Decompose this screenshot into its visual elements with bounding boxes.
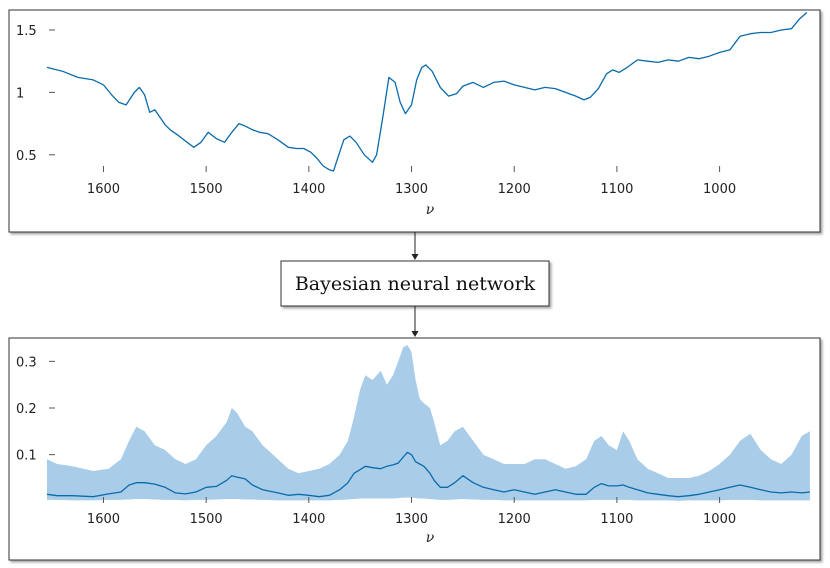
x-tick-label: 1100	[600, 512, 633, 527]
x-tick-label: 1500	[190, 512, 223, 527]
x-tick-label: 1000	[703, 512, 736, 527]
input-spectrum-xlabel: ν	[426, 202, 435, 218]
x-tick-label: 1600	[87, 182, 120, 197]
x-tick-label: 1500	[190, 182, 223, 197]
arrow-to-network-head	[411, 254, 419, 260]
x-tick-label: 1200	[498, 182, 531, 197]
output-spectrum-plot	[46, 345, 810, 501]
x-tick-label: 1100	[600, 182, 633, 197]
x-tick-label: 1200	[498, 512, 531, 527]
y-tick-label: 1.5	[16, 24, 37, 39]
y-tick-label: 0.2	[16, 402, 37, 417]
output-spectrum-panel: 1600 1500 1400 1300 1200 1100 1000 0.1 0.2 0.3 ν	[8, 337, 821, 561]
mean-prediction-line	[46, 451, 810, 498]
y-tick-label: 0.5	[16, 149, 37, 164]
y-tick-label: 1	[16, 86, 24, 101]
uncertainty-band	[47, 345, 810, 501]
network-box-frame	[280, 260, 550, 307]
output-spectrum-axes: 1600 1500 1400 1300 1200 1100 1000 0.1 0.2 0.3	[16, 355, 736, 527]
x-tick-label: 1000	[703, 182, 736, 197]
spectrum-line	[46, 12, 808, 172]
input-spectrum-plot	[46, 12, 808, 172]
network-box: Bayesian neural network	[280, 260, 550, 307]
input-spectrum-panel: 1600 1500 1400 1300 1200 1100 1000 0.5 1 1.5 ν	[8, 9, 821, 233]
x-tick-label: 1400	[292, 512, 325, 527]
arrow-to-output-head	[411, 331, 419, 337]
x-tick-label: 1600	[87, 512, 120, 527]
x-tick-label: 1400	[292, 182, 325, 197]
x-tick-label: 1300	[395, 182, 428, 197]
input-spectrum-frame	[8, 9, 821, 233]
x-tick-label: 1300	[395, 512, 428, 527]
network-box-label: Bayesian neural network	[295, 273, 536, 295]
input-spectrum-axes: 1600 1500 1400 1300 1200 1100 1000 0.5 1 1.5	[16, 24, 736, 197]
y-tick-label: 0.1	[16, 449, 37, 464]
y-tick-label: 0.3	[16, 355, 37, 370]
output-spectrum-xlabel: ν	[426, 530, 435, 546]
